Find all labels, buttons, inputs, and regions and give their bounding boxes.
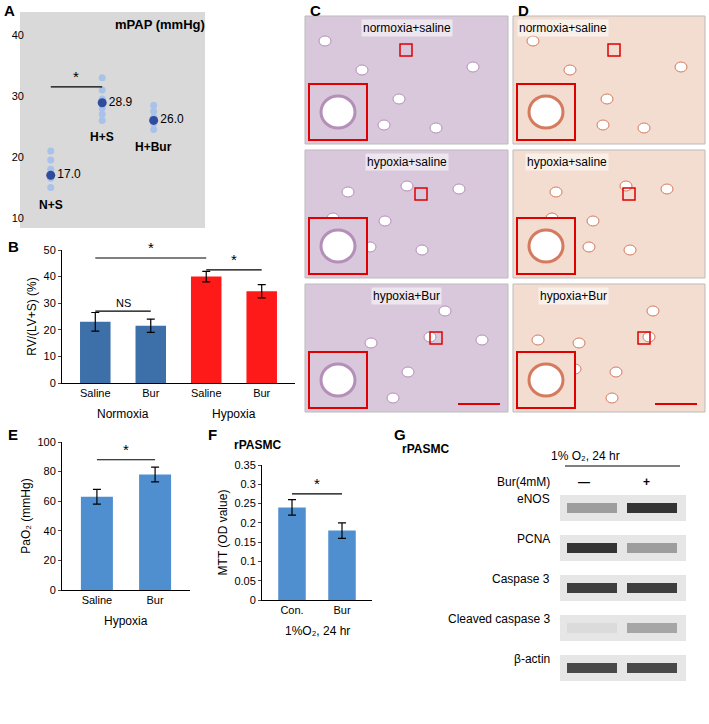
svg-text:Con.: Con.: [280, 604, 303, 616]
svg-text:0: 0: [50, 377, 56, 389]
svg-text:0: 0: [250, 594, 256, 606]
svg-text:0.15: 0.15: [234, 536, 255, 548]
svg-text:Bur: Bur: [142, 387, 159, 399]
svg-text:β-actin: β-actin: [514, 652, 550, 666]
svg-text:Caspase 3: Caspase 3: [492, 572, 550, 586]
svg-text:+: +: [643, 475, 650, 489]
svg-text:30: 30: [12, 90, 24, 102]
svg-text:0.35: 0.35: [234, 459, 255, 471]
svg-text:*: *: [314, 475, 320, 492]
svg-text:G: G: [394, 426, 406, 443]
svg-text:N+S: N+S: [39, 198, 63, 212]
svg-text:*: *: [231, 251, 237, 268]
svg-text:hypoxia+Bur: hypoxia+Bur: [373, 289, 440, 303]
svg-text:0.2: 0.2: [241, 517, 256, 529]
svg-text:20: 20: [44, 554, 56, 566]
svg-text:20: 20: [44, 324, 56, 336]
svg-text:hypoxia+Bur: hypoxia+Bur: [540, 289, 607, 303]
svg-text:PCNA: PCNA: [517, 532, 550, 546]
svg-text:0.1: 0.1: [241, 555, 256, 567]
svg-text:Cleaved caspase 3: Cleaved caspase 3: [448, 612, 550, 626]
svg-text:normoxia+saline: normoxia+saline: [363, 21, 451, 35]
svg-text:Hypoxia: Hypoxia: [212, 407, 256, 421]
svg-text:eNOS: eNOS: [517, 492, 550, 506]
svg-text:50: 50: [44, 244, 56, 256]
svg-text:F: F: [208, 426, 217, 443]
svg-text:hypoxia+saline: hypoxia+saline: [527, 155, 607, 169]
svg-text:40: 40: [44, 270, 56, 282]
svg-text:E: E: [8, 426, 18, 443]
svg-text:normoxia+saline: normoxia+saline: [519, 21, 607, 35]
svg-text:*: *: [148, 239, 154, 256]
svg-text:PaO₂ (mmHg): PaO₂ (mmHg): [19, 478, 33, 553]
svg-text:RV/(LV+S) (%): RV/(LV+S) (%): [25, 277, 39, 356]
svg-text:Normoxia: Normoxia: [97, 407, 149, 421]
svg-text:30: 30: [44, 297, 56, 309]
svg-text:D: D: [518, 2, 529, 19]
svg-text:Hypoxia: Hypoxia: [104, 614, 148, 628]
svg-text:100: 100: [37, 436, 55, 448]
svg-text:0: 0: [50, 584, 56, 596]
svg-text:1%O₂, 24 hr: 1%O₂, 24 hr: [285, 624, 350, 638]
svg-text:20: 20: [12, 151, 24, 163]
svg-text:H+S: H+S: [90, 130, 114, 144]
svg-text:A: A: [4, 2, 15, 19]
svg-text:28.9: 28.9: [109, 95, 133, 109]
svg-text:mPAP (mmHg): mPAP (mmHg): [115, 17, 205, 32]
svg-text:*: *: [123, 441, 129, 458]
svg-text:hypoxia+saline: hypoxia+saline: [367, 155, 447, 169]
svg-text:1% O₂, 24 hr: 1% O₂, 24 hr: [551, 449, 620, 463]
svg-text:Saline: Saline: [80, 387, 111, 399]
svg-text:rPASMC: rPASMC: [234, 438, 281, 452]
svg-text:80: 80: [44, 465, 56, 477]
svg-text:Saline: Saline: [191, 387, 222, 399]
svg-text:17.0: 17.0: [57, 167, 81, 181]
svg-text:Bur: Bur: [147, 594, 164, 606]
svg-text:Bur(4mM): Bur(4mM): [497, 475, 550, 489]
svg-text:rPASMC: rPASMC: [402, 442, 449, 456]
svg-text:NS: NS: [116, 297, 131, 309]
svg-text:C: C: [310, 2, 321, 19]
svg-text:H+Bur: H+Bur: [135, 140, 172, 154]
svg-text:—: —: [578, 475, 590, 489]
svg-text:0.05: 0.05: [234, 575, 255, 587]
svg-text:60: 60: [44, 495, 56, 507]
svg-text:10: 10: [12, 212, 24, 224]
svg-text:40: 40: [12, 29, 24, 41]
svg-text:MTT (OD value): MTT (OD value): [216, 490, 230, 576]
svg-text:Bur: Bur: [253, 387, 270, 399]
svg-text:0.25: 0.25: [234, 497, 255, 509]
svg-text:*: *: [73, 68, 79, 85]
svg-text:Bur: Bur: [333, 604, 350, 616]
svg-text:B: B: [8, 238, 19, 255]
svg-text:40: 40: [44, 525, 56, 537]
svg-text:10: 10: [44, 350, 56, 362]
svg-text:Saline: Saline: [82, 594, 113, 606]
svg-text:26.0: 26.0: [160, 112, 184, 126]
svg-text:0.3: 0.3: [241, 478, 256, 490]
